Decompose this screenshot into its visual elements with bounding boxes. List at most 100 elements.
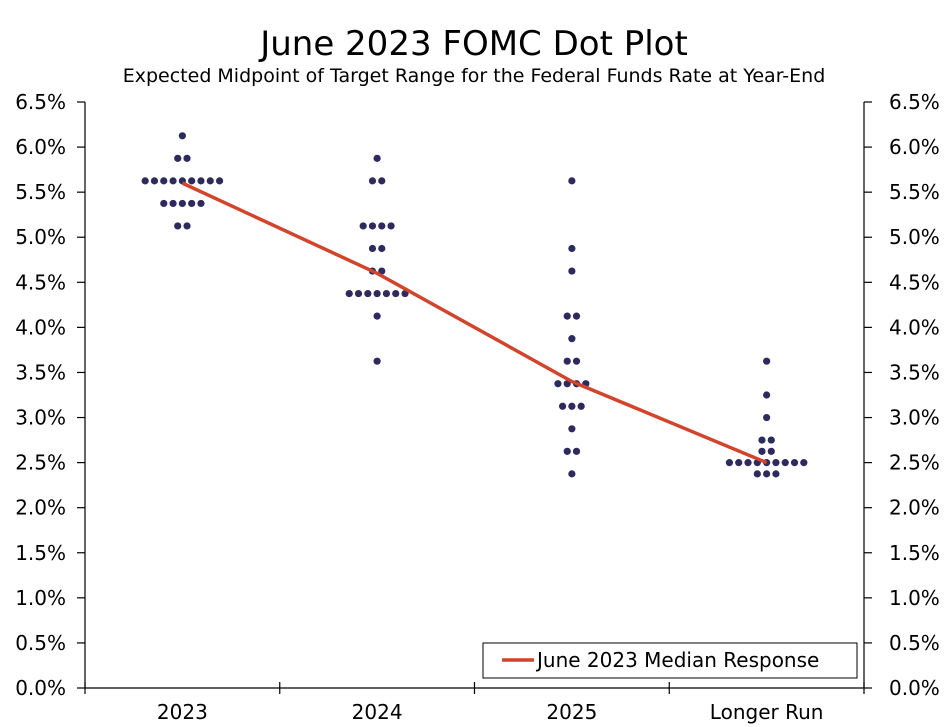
y-tick-label-left: 6.0%	[15, 135, 66, 159]
y-tick-label-right: 2.5%	[889, 451, 940, 475]
dot-point	[183, 222, 191, 230]
y-tick-label-left: 2.5%	[15, 451, 66, 475]
y-tick-label-left: 1.0%	[15, 586, 66, 610]
dot-point	[568, 267, 576, 275]
dot-point	[160, 199, 168, 208]
dot-point	[563, 447, 571, 455]
y-tick-label-left: 4.0%	[15, 315, 66, 339]
dot-point	[373, 289, 381, 298]
dot-point	[563, 312, 571, 320]
dot-point	[563, 380, 571, 388]
x-tick-label: 2024	[352, 700, 403, 724]
dot-point	[781, 459, 789, 467]
y-tick-label-left: 0.0%	[15, 676, 66, 700]
dot-point	[763, 357, 771, 365]
dot-point	[392, 289, 400, 298]
y-tick-label-left: 5.5%	[15, 180, 66, 204]
dot-point	[141, 177, 149, 185]
median-layer	[181, 181, 768, 465]
y-tick-label-right: 4.0%	[889, 315, 940, 339]
y-tick-label-right: 4.5%	[889, 270, 940, 294]
dot-point	[378, 222, 386, 230]
y-tick-label-right: 3.5%	[889, 360, 940, 384]
dot-point	[568, 244, 576, 253]
chart-title: June 2023 FOMC Dot Plot	[258, 24, 688, 64]
median-series-line	[181, 181, 768, 465]
dot-point	[169, 177, 177, 185]
dot-point	[387, 222, 395, 230]
dot-point	[763, 413, 771, 422]
y-tick-label-right: 1.5%	[889, 541, 940, 565]
dot-point	[568, 470, 576, 478]
x-tick-label: Longer Run	[710, 700, 824, 724]
dot-point	[744, 459, 752, 467]
dot-point	[382, 289, 391, 298]
dot-point	[758, 436, 766, 444]
y-tick-label-right: 6.5%	[889, 90, 940, 114]
left-y-ticks: 0.0% 0.5% 1.0% 1.5% 2.0% 2.5% 3.0% 3.5% 4.0% 4.5%…	[15, 90, 85, 700]
dot-point	[368, 177, 377, 185]
dot-point	[197, 177, 205, 185]
dot-point	[345, 289, 353, 298]
dot-point	[373, 357, 381, 365]
legend-box	[482, 642, 858, 679]
dot-point	[188, 177, 196, 185]
y-tick-label-left: 3.0%	[15, 406, 66, 430]
dot-point	[767, 447, 775, 455]
axes-group	[84, 102, 865, 689]
dot-point	[568, 177, 576, 185]
y-tick-label-left: 1.5%	[15, 541, 66, 565]
y-tick-label-right: 2.0%	[889, 496, 940, 520]
dot-point	[215, 177, 224, 185]
dot-point	[772, 470, 780, 478]
dot-point	[373, 154, 381, 162]
dot-point	[373, 312, 381, 320]
y-tick-label-right: 5.5%	[889, 180, 940, 204]
dot-point	[364, 289, 372, 298]
y-tick-label-left: 2.0%	[15, 496, 66, 520]
dot-point	[554, 380, 562, 388]
dot-point	[572, 447, 581, 455]
dot-point	[577, 402, 585, 410]
y-tick-label-right: 5.0%	[889, 225, 940, 249]
dot-point	[378, 267, 386, 275]
dot-point	[568, 425, 576, 433]
x-tick-label: 2023	[157, 700, 208, 724]
dot-point	[378, 177, 386, 185]
y-tick-label-left: 6.5%	[15, 90, 66, 114]
dot-point	[197, 199, 205, 208]
dot-point	[178, 199, 186, 208]
x-ticks: 2023 2024 2025 Longer Run	[84, 682, 865, 724]
dot-point	[178, 132, 186, 140]
dot-point	[758, 447, 766, 455]
dot-point	[174, 222, 182, 230]
x-tick-label: 2025	[546, 700, 597, 724]
dot-point	[160, 177, 168, 185]
dot-point	[183, 154, 191, 162]
dot-point	[572, 312, 581, 320]
dot-point	[558, 402, 567, 410]
legend-median-label: June 2023 Median Response	[535, 648, 819, 672]
y-tick-label-left: 4.5%	[15, 270, 66, 294]
y-tick-label-left: 3.5%	[15, 360, 66, 384]
dot-point	[790, 459, 799, 467]
dot-point	[572, 357, 581, 365]
y-tick-label-right: 3.0%	[889, 406, 940, 430]
dot-point	[368, 222, 377, 230]
dots-layer	[141, 132, 808, 478]
dot-point	[735, 459, 743, 467]
y-tick-label-left: 0.5%	[15, 631, 66, 655]
dot-point	[169, 199, 177, 208]
dot-point	[174, 154, 182, 162]
dot-point	[563, 357, 571, 365]
dot-point	[378, 244, 386, 253]
dot-point	[568, 402, 576, 410]
dot-point	[725, 459, 734, 467]
y-tick-label-right: 0.5%	[889, 631, 940, 655]
y-tick-label-right: 1.0%	[889, 586, 940, 610]
dot-point	[359, 222, 367, 230]
y-tick-label-right: 6.0%	[889, 135, 940, 159]
dot-point	[188, 199, 196, 208]
y-tick-label-left: 5.0%	[15, 225, 66, 249]
